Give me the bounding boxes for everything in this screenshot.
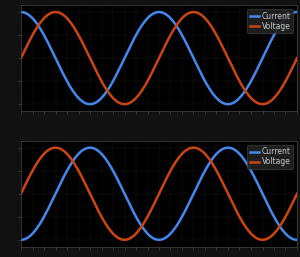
Current: [19, 11, 23, 14]
Line: Voltage: Voltage: [21, 148, 297, 240]
Voltage: [290, 204, 293, 207]
Current: [19, 238, 23, 241]
Voltage: [184, 13, 188, 16]
Voltage: [184, 149, 188, 152]
Current: [88, 103, 92, 106]
Current: [246, 163, 250, 167]
Voltage: [169, 33, 173, 36]
Voltage: [19, 57, 23, 60]
Voltage: [152, 202, 156, 205]
Current: [289, 12, 293, 15]
Line: Current: Current: [21, 148, 297, 240]
Current: [150, 236, 154, 239]
Current: [184, 41, 188, 44]
Line: Voltage: Voltage: [21, 12, 297, 104]
Current: [226, 146, 230, 149]
Current: [295, 11, 299, 14]
Current: [289, 236, 293, 240]
Current: [152, 237, 155, 240]
Voltage: [290, 68, 293, 71]
Voltage: [151, 70, 154, 73]
Current: [246, 85, 250, 88]
Voltage: [247, 229, 250, 232]
Current: [169, 17, 173, 20]
Voltage: [295, 57, 299, 60]
Voltage: [152, 66, 156, 69]
Legend: Current, Voltage: Current, Voltage: [248, 145, 293, 169]
Current: [295, 238, 299, 241]
Current: [151, 12, 154, 15]
Current: [152, 12, 156, 15]
Legend: Current, Voltage: Current, Voltage: [248, 9, 293, 33]
Voltage: [247, 93, 250, 96]
Voltage: [169, 168, 173, 171]
Current: [184, 209, 187, 212]
Voltage: [295, 192, 299, 195]
Voltage: [192, 146, 195, 149]
Voltage: [123, 238, 126, 241]
Voltage: [19, 192, 23, 195]
Current: [169, 232, 172, 235]
Line: Current: Current: [21, 12, 297, 104]
Voltage: [192, 11, 195, 14]
Voltage: [123, 103, 126, 106]
Voltage: [151, 205, 154, 208]
